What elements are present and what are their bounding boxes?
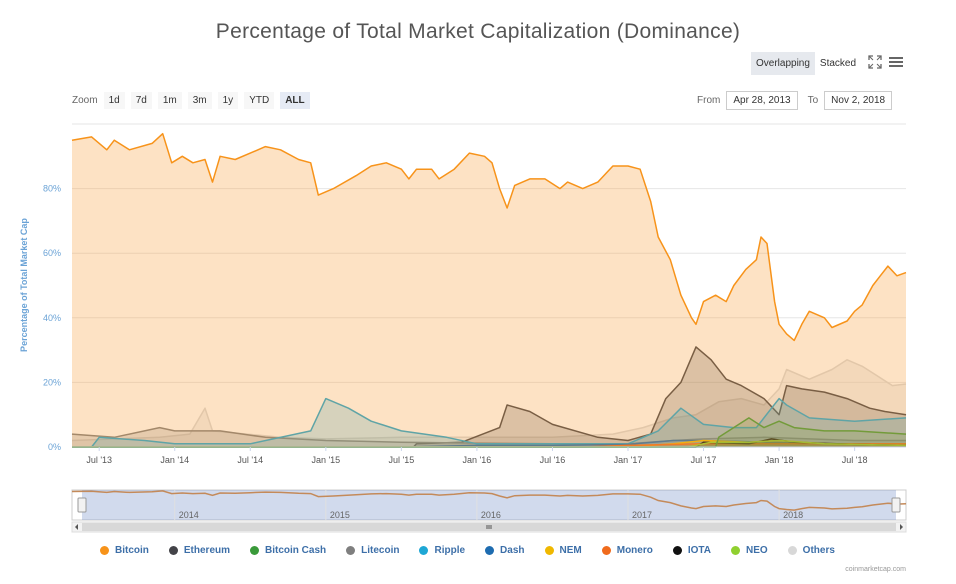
legend-marker-others [787, 546, 797, 555]
zoom-1d-button[interactable]: 1d [103, 92, 125, 109]
legend-label: IOTA [687, 545, 711, 556]
chart-title: Percentage of Total Market Capitalizatio… [215, 20, 741, 43]
navigator-mask[interactable] [82, 490, 896, 520]
legend-item-bitcoin[interactable]: Bitcoin [100, 545, 149, 556]
x-tick-label: Jul '14 [237, 455, 263, 465]
series-line-dash[interactable] [72, 439, 907, 448]
legend-marker-bitcoin-cash [250, 546, 260, 555]
x-tick-label: Jul '13 [86, 455, 112, 465]
x-tick-label: Jul '17 [691, 455, 717, 465]
chart-legend: Bitcoin Ethereum Bitcoin Cash Litecoin Rippl… [100, 545, 855, 556]
series-area-bitcoin-cash [72, 417, 906, 447]
legend-marker-litecoin [346, 546, 356, 555]
x-tick-label: Jan '18 [765, 455, 794, 465]
navigator-tick-label: 2014 [179, 510, 199, 520]
zoom-controls: Zoom 1d 7d 1m 3m 1y YTD ALL [72, 92, 316, 109]
y-tick-label: 20% [43, 377, 61, 387]
x-tick-label: Jul '15 [389, 455, 415, 465]
navigator-tick-label: 2017 [632, 510, 652, 520]
zoom-7d-button[interactable]: 7d [130, 92, 152, 109]
legend-label: Dash [500, 545, 525, 556]
navigator-series-line [71, 490, 907, 511]
date-range: From Apr 28, 2013 To Nov 2, 2018 [697, 91, 893, 110]
legend-label: Ripple [434, 545, 466, 556]
series-area-others [72, 359, 906, 447]
x-tick-label: Jan '14 [160, 455, 189, 465]
y-tick-label: 0% [48, 442, 61, 452]
zoom-1m-button[interactable]: 1m [157, 92, 182, 109]
stacked-button[interactable]: Stacked [819, 58, 857, 69]
legend-marker-nem [544, 546, 554, 555]
legend-item-iota[interactable]: IOTA [672, 545, 711, 556]
series-line-ripple[interactable] [72, 397, 907, 448]
menu-icon[interactable] [889, 55, 903, 69]
legend-marker-iota [672, 546, 682, 555]
legend-label: Litecoin [361, 545, 400, 556]
y-axis-title: Percentage of Total Market Cap [19, 218, 29, 352]
legend-item-litecoin[interactable]: Litecoin [346, 545, 399, 556]
zoom-label: Zoom [72, 95, 98, 106]
series-area-ethereum [72, 346, 906, 447]
series-area-bitcoin [72, 133, 906, 447]
legend-marker-monero [601, 546, 611, 555]
to-date-input[interactable]: Nov 2, 2018 [824, 91, 893, 110]
series-area-litecoin [72, 427, 906, 447]
zoom-3m-button[interactable]: 3m [187, 92, 212, 109]
legend-item-ripple[interactable]: Ripple [419, 545, 465, 556]
navigator-tick-label: 2018 [783, 510, 803, 520]
legend-label: Bitcoin Cash [265, 545, 327, 556]
navigator-tick-label: 2016 [481, 510, 501, 520]
legend-label: Others [802, 545, 835, 556]
mode-toggle: Overlapping Stacked [751, 52, 861, 75]
legend-marker-neo [731, 546, 740, 555]
series-area-iota [72, 438, 906, 447]
navigator-handle-right[interactable] [891, 497, 901, 513]
navigator-tick-label: 2015 [330, 510, 350, 520]
to-label: To [807, 95, 819, 106]
x-tick-label: Jul '16 [540, 455, 566, 465]
y-tick-label: 40% [43, 313, 61, 323]
overlapping-button[interactable]: Overlapping [751, 52, 815, 75]
navigator-handle-left[interactable] [77, 497, 87, 513]
legend-item-others[interactable]: Others [787, 545, 835, 556]
legend-item-nem[interactable]: NEM [544, 545, 582, 556]
zoom-ytd-button[interactable]: YTD [244, 92, 275, 109]
x-tick-label: Jan '15 [311, 455, 340, 465]
legend-label: Ethereum [183, 545, 231, 556]
scroll-left-icon[interactable] [75, 524, 78, 530]
series-line-ethereum[interactable] [72, 346, 907, 448]
series-line-bitcoin-cash[interactable] [72, 417, 907, 448]
legend-item-ethereum[interactable]: Ethereum [168, 545, 231, 556]
legend-item-neo[interactable]: NEO [731, 545, 768, 556]
from-label: From [697, 95, 721, 106]
fullscreen-icon[interactable] [868, 55, 882, 69]
legend-marker-dash [485, 546, 495, 555]
series-area-ripple [72, 398, 906, 447]
legend-label: NEM [559, 545, 582, 556]
x-tick-label: Jan '17 [614, 455, 643, 465]
series-line-bitcoin[interactable] [71, 132, 907, 342]
legend-item-dash[interactable]: Dash [485, 545, 525, 556]
legend-label: Monero [616, 545, 653, 556]
legend-item-bitcoin-cash[interactable]: Bitcoin Cash [250, 545, 326, 556]
legend-item-monero[interactable]: Monero [601, 545, 653, 556]
y-tick-label: 60% [43, 248, 61, 258]
x-tick-label: Jul '18 [842, 455, 868, 465]
zoom-all-button[interactable]: ALL [280, 92, 310, 109]
zoom-1y-button[interactable]: 1y [217, 92, 239, 109]
legend-marker-ripple [419, 546, 429, 555]
x-tick-label: Jan '16 [463, 455, 492, 465]
y-tick-label: 80% [43, 184, 61, 194]
legend-label: Bitcoin [115, 545, 149, 556]
legend-label: NEO [746, 545, 768, 556]
legend-marker-bitcoin [100, 546, 109, 555]
legend-marker-ethereum [168, 546, 178, 555]
scroll-right-icon[interactable] [900, 524, 903, 530]
credits-link[interactable]: coinmarketcap.com [845, 566, 906, 573]
from-date-input[interactable]: Apr 28, 2013 [726, 91, 798, 110]
